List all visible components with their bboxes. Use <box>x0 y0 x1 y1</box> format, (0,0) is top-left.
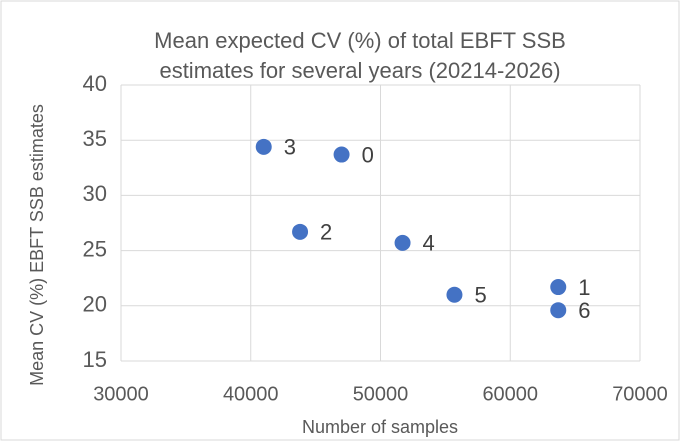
x-tick-label: 30000 <box>93 383 149 405</box>
point-label: 6 <box>578 298 590 323</box>
y-tick-label: 35 <box>83 126 107 151</box>
point <box>550 302 567 319</box>
x-axis-title: Number of samples <box>302 417 458 437</box>
chart-title: Mean expected CV (%) of total EBFT SSB <box>154 28 566 53</box>
y-tick-label: 25 <box>83 236 107 261</box>
point-label: 3 <box>284 135 296 160</box>
y-tick-label: 20 <box>83 292 107 317</box>
y-tick-label: 30 <box>83 181 107 206</box>
x-tick-label: 50000 <box>353 383 409 405</box>
y-tick-label: 15 <box>83 347 107 372</box>
point-label: 0 <box>362 142 374 167</box>
x-tick-label: 40000 <box>223 383 279 405</box>
point-label: 1 <box>578 275 590 300</box>
point <box>255 138 272 155</box>
point <box>550 279 567 296</box>
point <box>446 286 463 303</box>
y-axis-title: Mean CV (%) EBFT SSB estimates <box>27 104 47 386</box>
point-label: 2 <box>320 220 332 245</box>
point-label: 5 <box>474 283 486 308</box>
x-tick-label: 60000 <box>482 383 538 405</box>
y-tick-label: 40 <box>83 71 107 96</box>
point-label: 4 <box>423 231 435 256</box>
x-tick-label: 70000 <box>612 383 668 405</box>
point <box>292 223 309 240</box>
point <box>394 234 411 251</box>
point <box>333 146 350 163</box>
chart-title: estimates for several years (20214-2026) <box>159 58 560 83</box>
